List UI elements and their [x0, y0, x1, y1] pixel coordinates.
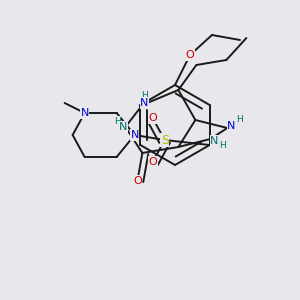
Text: O: O: [186, 50, 194, 60]
Text: N: N: [227, 121, 236, 131]
Text: H: H: [114, 116, 121, 125]
Text: N: N: [80, 108, 89, 118]
Text: H: H: [219, 140, 226, 149]
Text: S: S: [160, 134, 169, 146]
Text: N: N: [130, 130, 139, 140]
Text: N: N: [140, 98, 148, 108]
Text: H: H: [141, 91, 148, 100]
Text: O: O: [148, 157, 157, 167]
Text: H: H: [236, 116, 243, 124]
Text: N: N: [119, 122, 128, 132]
Text: O: O: [148, 113, 157, 123]
Text: O: O: [133, 176, 142, 186]
Text: N: N: [210, 136, 218, 146]
